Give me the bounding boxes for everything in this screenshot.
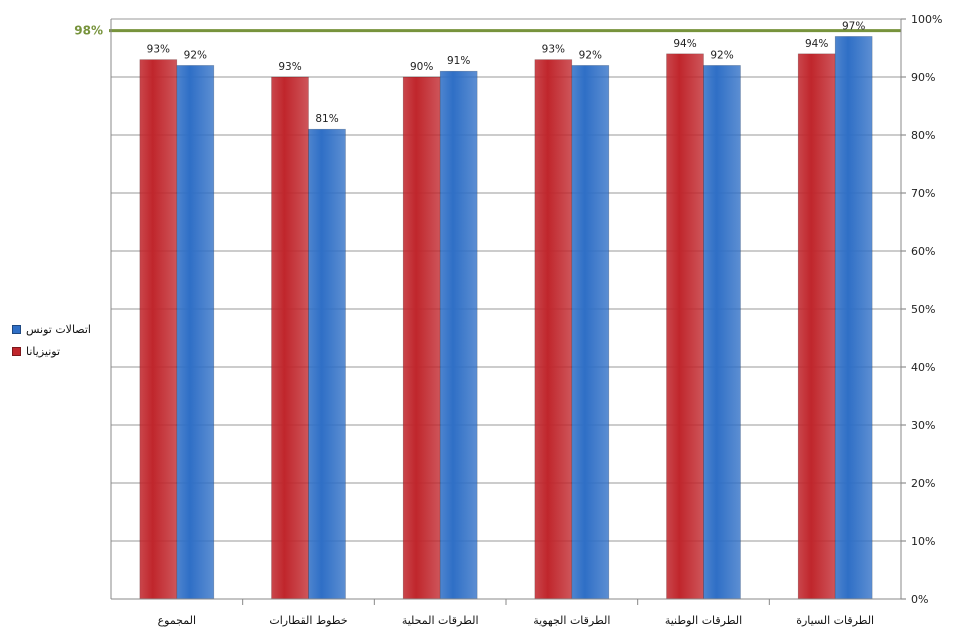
x-tick-label: خطوط القطارات <box>269 614 347 627</box>
y-tick-label: 60% <box>911 245 935 258</box>
bar <box>139 59 178 600</box>
axes <box>110 18 906 605</box>
y-tick-label: 90% <box>911 71 935 84</box>
y-tick-label: 10% <box>911 535 935 548</box>
data-label: 92% <box>184 49 207 61</box>
y-tick-label: 70% <box>911 187 935 200</box>
labels: 0% 10% 20% 30% 40% 50% 60% 70% 80% 90% 100% 93% 92% ا… <box>147 13 943 627</box>
bar <box>666 53 704 600</box>
y-tick-label: 0% <box>911 593 928 606</box>
bar <box>571 65 610 600</box>
legend-swatch-red <box>12 346 21 356</box>
legend-swatch-blue <box>12 324 21 334</box>
bar <box>797 53 836 600</box>
data-label: 94% <box>805 38 828 50</box>
y-tick-label: 40% <box>911 361 935 374</box>
y-tick-label: 80% <box>911 129 935 142</box>
data-label: 92% <box>579 49 602 61</box>
x-tick-label: الطرقات المحلية <box>402 614 479 627</box>
target-line-label: 98% <box>74 24 103 38</box>
data-label: 93% <box>542 44 565 56</box>
y-tick-label: 50% <box>911 303 935 316</box>
data-label: 92% <box>710 49 733 61</box>
bar <box>439 70 478 600</box>
data-label: 97% <box>842 20 865 32</box>
data-label: 91% <box>447 55 470 67</box>
legend-label-etisalat: اتصالات تونس <box>26 322 91 336</box>
bars <box>139 36 873 600</box>
bar <box>834 36 873 600</box>
grid-lines <box>111 18 901 600</box>
bar <box>703 65 741 600</box>
x-tick-label: الطرقات الجهوية <box>533 614 610 627</box>
x-tick-label: الطرقات السيارة <box>796 614 874 627</box>
legend-label-tunisiana: تونيزيانا <box>26 344 61 358</box>
bar <box>534 59 573 600</box>
bar <box>176 65 215 600</box>
target-line-group: 98% <box>74 24 901 38</box>
legend-item-etisalat: اتصالات تونس <box>12 318 91 340</box>
x-tick-label: المجموع <box>158 614 196 627</box>
data-label: 81% <box>315 113 338 125</box>
data-label: 93% <box>147 44 170 56</box>
y-tick-label: 30% <box>911 419 935 432</box>
legend-item-tunisiana: تونيزيانا <box>12 340 91 362</box>
data-label: 90% <box>410 61 433 73</box>
bar <box>402 76 441 600</box>
bar <box>271 76 309 600</box>
x-tick-label: الطرقات الوطنية <box>665 614 742 627</box>
y-tick-label: 20% <box>911 477 935 490</box>
data-label: 94% <box>673 38 696 50</box>
legend: اتصالات تونس تونيزيانا <box>12 318 91 362</box>
bar <box>308 128 346 600</box>
y-tick-label: 100% <box>911 13 942 26</box>
data-label: 93% <box>278 61 301 73</box>
